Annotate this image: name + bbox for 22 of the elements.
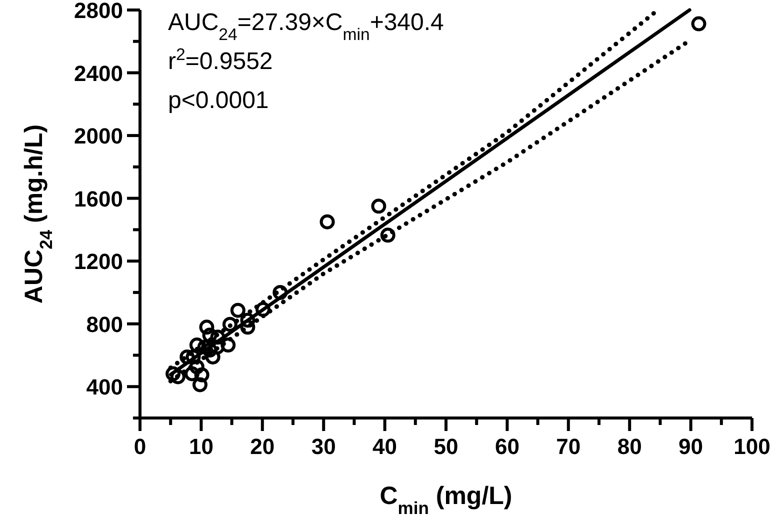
- y-tick-label: 400: [86, 374, 123, 400]
- y-tick-label: 800: [86, 312, 123, 337]
- y-tick-label: 2000: [74, 124, 123, 149]
- x-tick-label: 100: [734, 434, 770, 459]
- x-tick-label: 70: [556, 434, 581, 459]
- y-tick-label: 1200: [74, 249, 123, 274]
- y-tick-label: 1600: [74, 186, 123, 212]
- annotation: r$^{2}$=0.9552: [168, 44, 273, 75]
- x-tick-label: 10: [188, 434, 214, 459]
- x-axis-title: C$_{min}$ (mg/L): [380, 482, 512, 518]
- x-tick-label: 0: [134, 434, 146, 459]
- x-tick-label: 60: [494, 434, 520, 459]
- annotation: AUC$_{24}$=27.39×C$_{min}$+340.4: [168, 9, 444, 44]
- y-tick-label: 2800: [74, 0, 123, 23]
- x-tick-label: 80: [617, 434, 642, 459]
- x-tick-label: 20: [250, 434, 275, 459]
- y-tick-label: 2400: [74, 60, 123, 86]
- annotation: p<0.0001: [168, 87, 269, 114]
- x-tick-label: 50: [434, 434, 458, 459]
- x-tick-label: 30: [311, 434, 336, 459]
- x-tick-label: 40: [372, 434, 398, 459]
- x-tick-label: 90: [678, 434, 704, 459]
